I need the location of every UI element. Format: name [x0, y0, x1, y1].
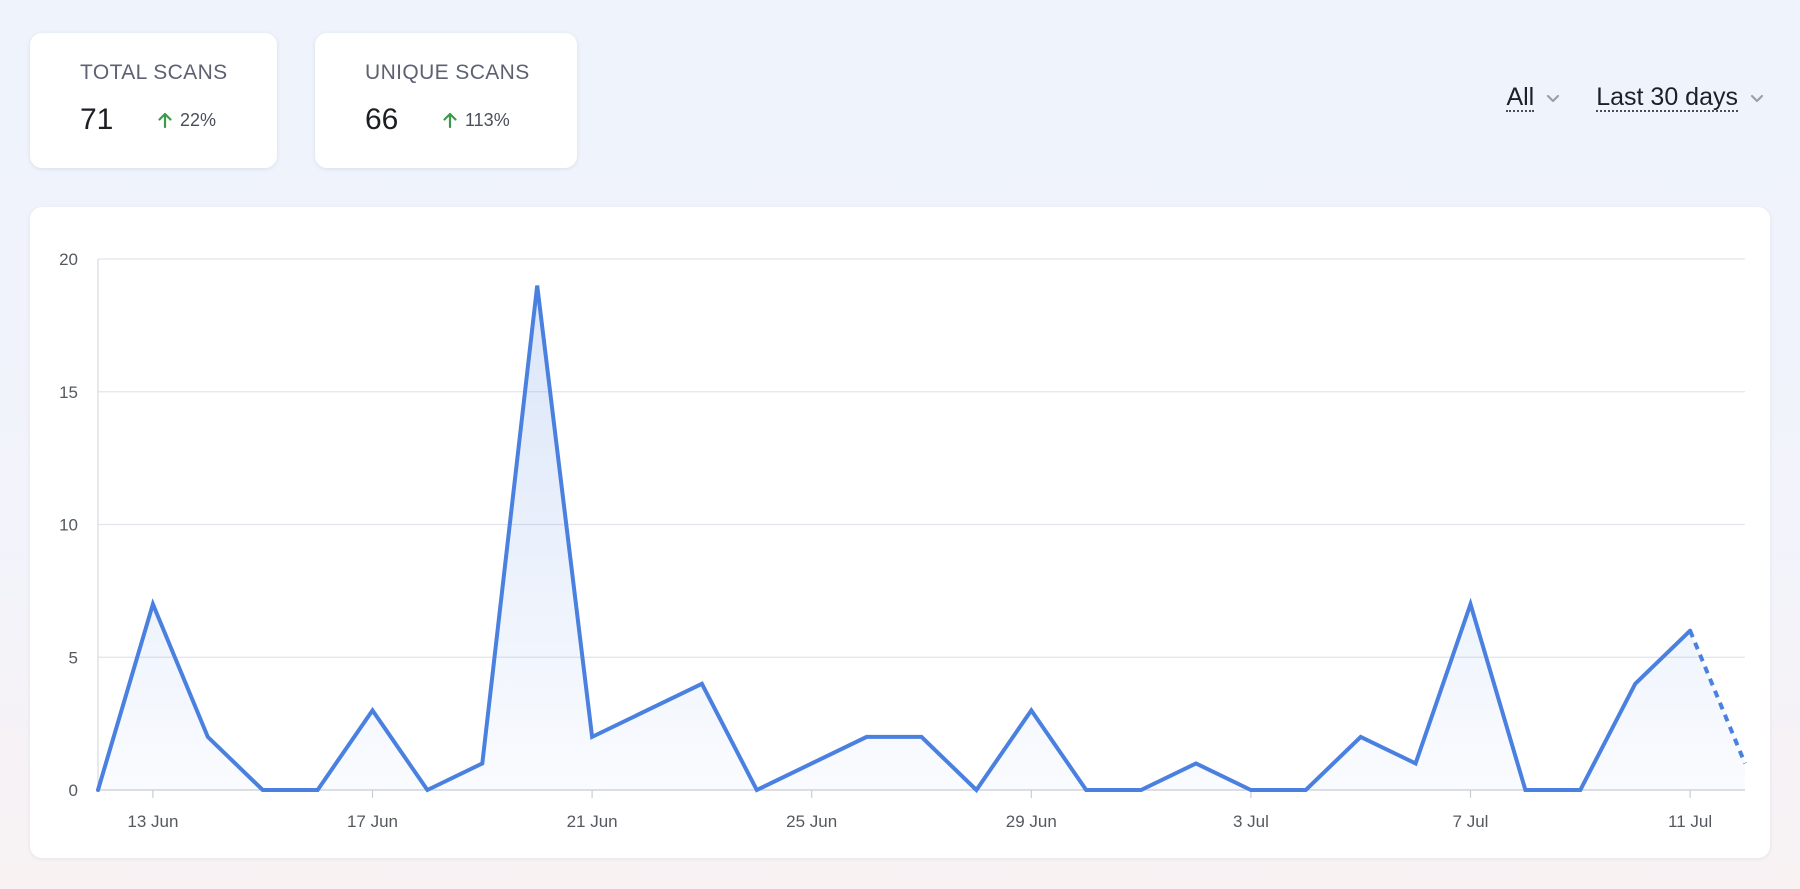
data-point[interactable]: [1245, 784, 1257, 796]
total-scans-value: 71: [80, 103, 114, 136]
x-tick-label: 17 Jun: [347, 812, 398, 831]
data-point[interactable]: [861, 731, 873, 743]
data-point[interactable]: [1739, 757, 1751, 769]
data-point[interactable]: [202, 731, 214, 743]
data-point[interactable]: [1574, 784, 1586, 796]
unique-scans-change: 113%: [443, 110, 510, 131]
arrow-up-icon: [443, 112, 457, 128]
scans-line-chart: 0 5 10 15 20 13 Jun 17 Jun 21 Jun 25 Jun 29 Jun 3 …: [59, 250, 1751, 831]
data-point[interactable]: [1465, 598, 1477, 610]
x-tick-label: 3 Jul: [1233, 812, 1269, 831]
data-point[interactable]: [531, 280, 543, 292]
data-point[interactable]: [476, 757, 488, 769]
total-scans-card: TOTAL SCANS 71 22%: [30, 33, 277, 168]
y-tick-label: 0: [69, 781, 78, 800]
x-tick-label: 25 Jun: [786, 812, 837, 831]
x-tick-label: 29 Jun: [1006, 812, 1057, 831]
x-tick-label: 13 Jun: [127, 812, 178, 831]
data-point[interactable]: [1135, 784, 1147, 796]
series-line: [96, 285, 1693, 794]
data-point[interactable]: [1355, 731, 1367, 743]
segment-dropdown[interactable]: All: [1506, 84, 1560, 112]
scans-chart-card: 0 5 10 15 20 13 Jun 17 Jun 21 Jun 25 Jun 29 Jun 3 …: [30, 207, 1770, 858]
segment-dropdown-label: All: [1506, 83, 1535, 112]
data-point[interactable]: [1519, 784, 1531, 796]
data-point[interactable]: [367, 704, 379, 716]
y-tick-label: 20: [59, 250, 78, 269]
total-scans-change: 22%: [158, 110, 216, 131]
unique-scans-value: 66: [365, 103, 399, 136]
data-point[interactable]: [421, 784, 433, 796]
data-point[interactable]: [1410, 757, 1422, 769]
data-point[interactable]: [696, 678, 708, 690]
chevron-down-icon: [1547, 94, 1560, 102]
data-point[interactable]: [1300, 784, 1312, 796]
unique-scans-card: UNIQUE SCANS 66 113%: [315, 33, 577, 168]
data-point[interactable]: [92, 784, 104, 796]
data-point[interactable]: [1080, 784, 1092, 796]
total-scans-label: TOTAL SCANS: [80, 61, 228, 84]
data-point[interactable]: [641, 704, 653, 716]
x-tick-label: 21 Jun: [567, 812, 618, 831]
data-point[interactable]: [970, 784, 982, 796]
data-point[interactable]: [147, 598, 159, 610]
data-point[interactable]: [751, 784, 763, 796]
y-tick-label: 15: [59, 383, 78, 402]
data-point[interactable]: [312, 784, 324, 796]
data-point[interactable]: [806, 757, 818, 769]
data-point[interactable]: [1629, 678, 1641, 690]
data-point[interactable]: [1684, 625, 1696, 637]
x-tick-label: 7 Jul: [1453, 812, 1489, 831]
y-tick-label: 10: [59, 516, 78, 535]
period-dropdown-label: Last 30 days: [1596, 83, 1738, 112]
total-scans-change-value: 22%: [180, 109, 217, 130]
unique-scans-label: UNIQUE SCANS: [365, 61, 530, 84]
data-point[interactable]: [1190, 757, 1202, 769]
chevron-down-icon: [1750, 94, 1764, 102]
data-point[interactable]: [586, 731, 598, 743]
area-fill: [98, 285, 1745, 790]
data-point[interactable]: [916, 731, 928, 743]
data-point[interactable]: [1025, 704, 1037, 716]
filters-bar: All Last 30 days: [1470, 84, 1764, 112]
series-line-partial: [1688, 629, 1747, 765]
y-tick-label: 5: [69, 648, 78, 667]
data-point[interactable]: [257, 784, 269, 796]
period-dropdown[interactable]: Last 30 days: [1596, 84, 1764, 112]
arrow-up-icon: [158, 112, 172, 128]
x-tick-label: 11 Jul: [1668, 812, 1712, 831]
unique-scans-change-value: 113%: [465, 109, 510, 130]
